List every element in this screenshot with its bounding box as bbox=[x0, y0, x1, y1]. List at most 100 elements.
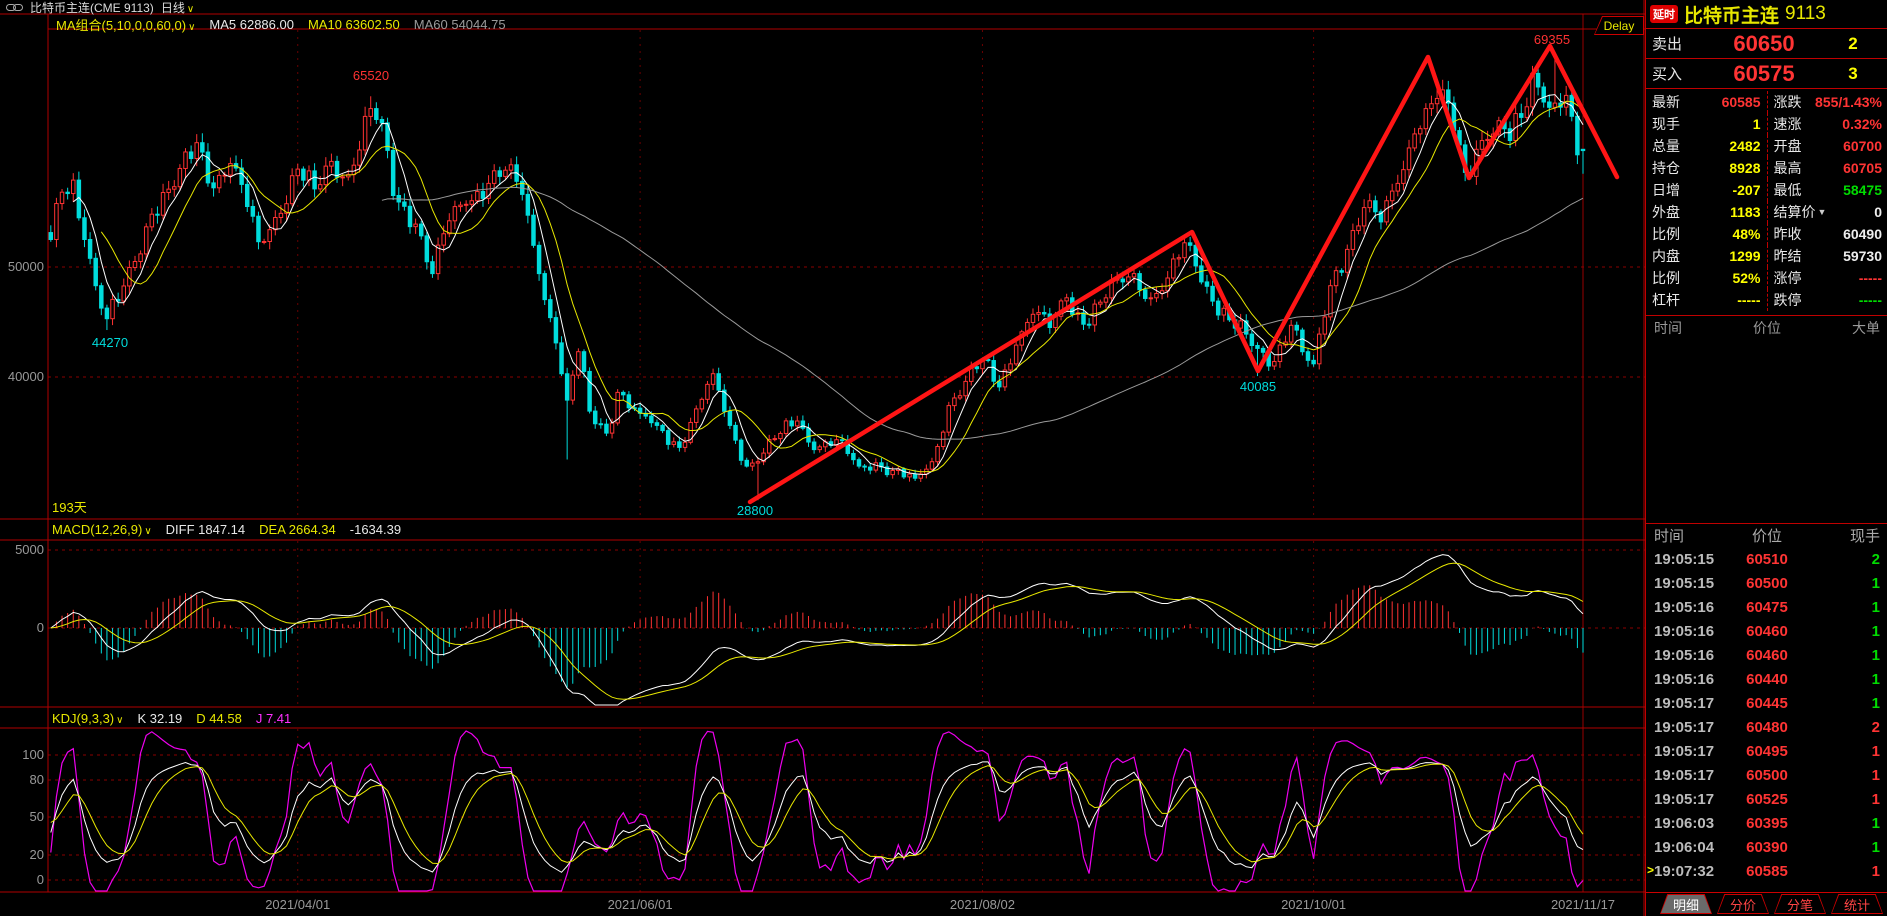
trend-zigzag-line[interactable] bbox=[747, 43, 1620, 505]
kdj-y-tick: 100 bbox=[22, 747, 44, 762]
macd-diff-value: DIFF 1847.14 bbox=[165, 522, 246, 537]
settlement-dropdown-icon[interactable]: ▼ bbox=[1817, 207, 1827, 217]
trade-time: 19:05:16 bbox=[1654, 622, 1715, 640]
bid-label: 买入 bbox=[1652, 66, 1683, 83]
trade-time: 19:05:17 bbox=[1654, 742, 1715, 760]
stat-value: 1299 bbox=[1729, 248, 1761, 264]
macd-indicator-header: MACD(12,26,9) ∨ DIFF 1847.14 DEA 2664.34 … bbox=[52, 522, 401, 537]
stat-value: 59730 bbox=[1843, 248, 1882, 264]
ask-qty: 2 bbox=[1848, 33, 1858, 53]
chart-region: 50000 40000 5000 0 100 80 50 20 0 2021/04/01 2021/… bbox=[0, 0, 1645, 916]
kdj-y-tick: 80 bbox=[30, 772, 44, 787]
macd-settings-dropdown[interactable]: MACD(12,26,9) ∨ bbox=[52, 522, 152, 537]
stat-label: 杠杆 bbox=[1652, 292, 1680, 308]
x-axis-tick: 2021/06/01 bbox=[608, 897, 673, 912]
stat-label: 涨停 bbox=[1773, 270, 1802, 286]
ma60-value: MA60 54044.75 bbox=[413, 17, 506, 32]
macd-plot bbox=[50, 554, 1584, 706]
link-icon[interactable] bbox=[6, 3, 23, 12]
stat-value: 855/1.43% bbox=[1815, 94, 1882, 110]
tab-分价[interactable]: 分价 bbox=[1717, 894, 1769, 914]
stat-value: 60700 bbox=[1843, 138, 1882, 154]
tab-统计[interactable]: 统计 bbox=[1831, 894, 1883, 914]
chevron-down-icon: ∨ bbox=[188, 22, 196, 33]
col-price: 价位 bbox=[1752, 320, 1781, 336]
trade-row: 19:05:16 60440 1 bbox=[1646, 667, 1887, 691]
quote-stat-row: 外盘 1183 结算价 ▼ 0 bbox=[1646, 201, 1887, 223]
trade-row: 19:05:16 60460 1 bbox=[1646, 643, 1887, 667]
trade-row: 19:06:03 60395 1 bbox=[1646, 811, 1887, 835]
trade-price: 60395 bbox=[1746, 814, 1788, 832]
main-y-tick: 40000 bbox=[8, 369, 44, 384]
trade-row: 19:05:17 60445 1 bbox=[1646, 691, 1887, 715]
period-selector[interactable]: 日线 ∨ bbox=[160, 0, 195, 15]
stat-label: 跌停 bbox=[1773, 292, 1802, 308]
trade-qty: 1 bbox=[1871, 766, 1880, 784]
quote-stats-grid: 最新 60585 涨跌 855/1.43% 现手 1 速涨 0.32% 总量 2482 开盘 6070… bbox=[1646, 89, 1887, 316]
quote-stat-row: 总量 2482 开盘 60700 bbox=[1646, 135, 1887, 157]
candlesticks bbox=[48, 54, 1586, 501]
col-price: 价位 bbox=[1751, 528, 1782, 545]
trade-qty: 1 bbox=[1871, 862, 1880, 880]
big-order-header: 时间 价位 大单 bbox=[1646, 316, 1887, 340]
trade-price: 60475 bbox=[1746, 598, 1788, 616]
bottom-tabs: 明细 分价 分笔 统计 bbox=[1646, 892, 1887, 916]
col-bigorder: 大单 bbox=[1851, 320, 1880, 336]
window-title-bar: 比特币主连(CME 9113) 日线 ∨ bbox=[6, 0, 195, 15]
trade-qty: 1 bbox=[1871, 694, 1880, 712]
stat-label[interactable]: 结算价 bbox=[1773, 204, 1816, 220]
ma-indicator-header: MA组合(5,10,0,0,60,0) ∨ MA5 62886.00 MA10 6… bbox=[56, 15, 506, 34]
trade-qty: 1 bbox=[1871, 670, 1880, 688]
col-time: 时间 bbox=[1654, 528, 1685, 545]
trade-price: 60445 bbox=[1746, 694, 1788, 712]
trade-price: 60525 bbox=[1746, 790, 1788, 808]
trade-qty: 1 bbox=[1871, 646, 1880, 664]
tab-分笔[interactable]: 分笔 bbox=[1774, 894, 1826, 914]
ask-label: 卖出 bbox=[1652, 36, 1683, 53]
quote-stat-row: 日增 -207 最低 58475 bbox=[1646, 179, 1887, 201]
trade-price: 60500 bbox=[1746, 574, 1788, 592]
chevron-down-icon: ∨ bbox=[186, 3, 195, 15]
trade-qty: 2 bbox=[1871, 550, 1880, 568]
kdj-plot bbox=[50, 730, 1584, 892]
current-trade-marker-icon: > bbox=[1647, 862, 1655, 877]
trade-row: 19:07:32 > 60585 1 bbox=[1646, 859, 1887, 883]
stat-label: 内盘 bbox=[1652, 248, 1680, 264]
stat-value: 8928 bbox=[1729, 160, 1761, 176]
stat-label: 现手 bbox=[1652, 116, 1680, 132]
price-annotation: 193天 bbox=[52, 500, 87, 515]
trade-price: 60480 bbox=[1746, 718, 1788, 736]
macd-y-tick: 0 bbox=[37, 620, 44, 635]
kdj-j-value: J 7.41 bbox=[255, 711, 292, 726]
tab-明细[interactable]: 明细 bbox=[1660, 894, 1712, 914]
trade-row: 19:05:16 60475 1 bbox=[1646, 595, 1887, 619]
stat-label: 涨跌 bbox=[1773, 94, 1802, 110]
kdj-y-tick: 50 bbox=[30, 809, 44, 824]
col-lots: 现手 bbox=[1849, 528, 1880, 545]
ask-row[interactable]: 卖出 60650 2 bbox=[1646, 29, 1887, 59]
stat-label: 比例 bbox=[1652, 226, 1680, 242]
stat-label: 日增 bbox=[1652, 182, 1680, 198]
delay-tab[interactable]: Delay bbox=[1594, 16, 1644, 35]
trade-price: 60585 bbox=[1746, 862, 1788, 880]
stat-value: ----- bbox=[1858, 292, 1882, 308]
stat-value: 58475 bbox=[1843, 182, 1882, 198]
tab-label: 分价 bbox=[1718, 895, 1768, 913]
quote-stat-row: 比例 48% 昨收 60490 bbox=[1646, 223, 1887, 245]
bid-row[interactable]: 买入 60575 3 bbox=[1646, 59, 1887, 89]
trade-time: 19:05:17 bbox=[1654, 694, 1715, 712]
trade-time: 19:05:15 bbox=[1654, 550, 1715, 568]
ma10-value: MA10 63602.50 bbox=[307, 17, 400, 32]
trade-qty: 1 bbox=[1871, 790, 1880, 808]
ma-settings-dropdown[interactable]: MA组合(5,10,0,0,60,0) ∨ bbox=[56, 18, 196, 33]
quote-stat-row: 最新 60585 涨跌 855/1.43% bbox=[1646, 91, 1887, 113]
trade-price: 60460 bbox=[1746, 646, 1788, 664]
quote-stat-row: 持仓 8928 最高 60705 bbox=[1646, 157, 1887, 179]
trade-price: 60495 bbox=[1746, 742, 1788, 760]
kdj-settings-dropdown[interactable]: KDJ(9,3,3) ∨ bbox=[52, 711, 124, 726]
trade-price: 60440 bbox=[1746, 670, 1788, 688]
trade-row: 19:05:17 60480 2 bbox=[1646, 715, 1887, 739]
trade-time: 19:06:04 bbox=[1654, 838, 1715, 856]
stat-label: 总量 bbox=[1652, 138, 1680, 154]
